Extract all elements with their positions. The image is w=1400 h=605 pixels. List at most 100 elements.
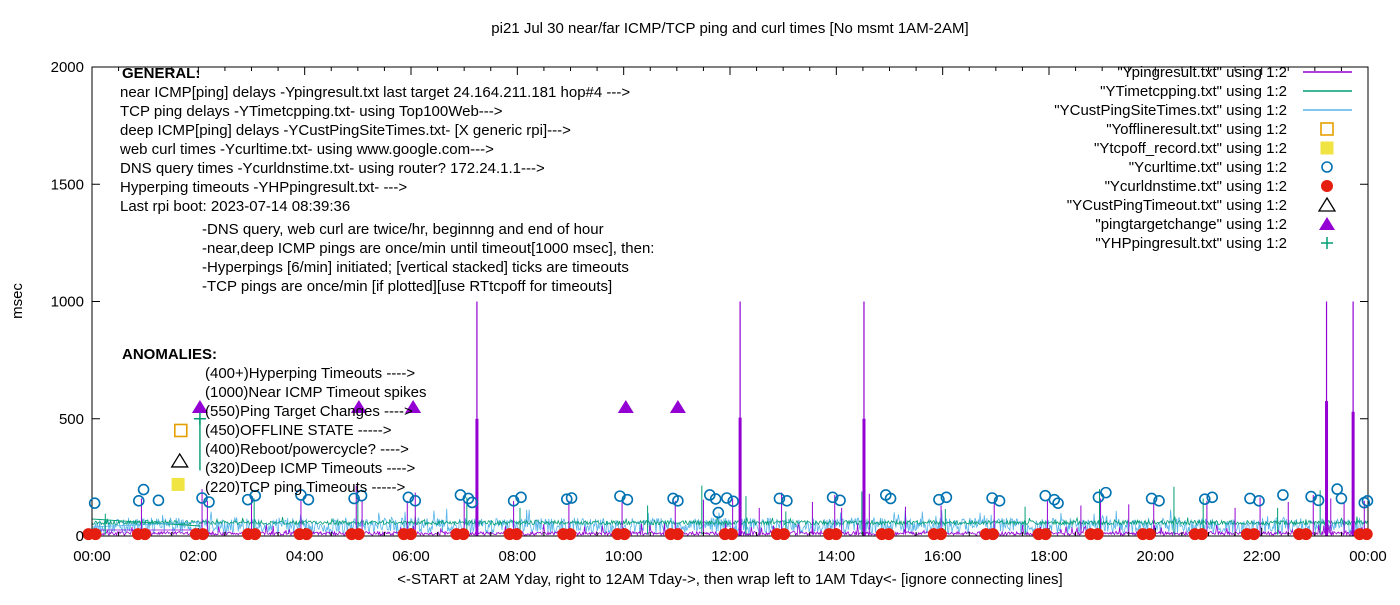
legend-entry-label: "Ycurldnstime.txt" using 1:2	[1105, 178, 1287, 195]
ping-target-triangle-icon	[1319, 217, 1335, 230]
curl-point-icon	[137, 483, 150, 496]
tcpoff-square-icon	[171, 477, 185, 491]
legend-entry-label: "Ytcpoff_record.txt" using 1:2	[1094, 140, 1287, 157]
x-tick-label: 00:00	[1349, 548, 1387, 565]
legend-entry-label: "YCustPingSiteTimes.txt" using 1:2	[1054, 102, 1287, 119]
curl-point-icon	[1253, 495, 1265, 507]
dns-point-icon	[300, 528, 313, 541]
curl-point-icon	[462, 492, 475, 505]
connecting-line	[91, 518, 200, 527]
curl-point-icon	[348, 492, 360, 505]
curl-point-icon	[1145, 492, 1158, 505]
x-tick-label: 06:00	[392, 548, 430, 565]
curl-point-icon	[672, 495, 684, 507]
ping-target-triangle-icon	[350, 400, 367, 414]
general-note-line: DNS query times -Ycurldnstime.txt- using…	[120, 160, 545, 177]
general-note-line: deep ICMP[ping] delays -YCustPingSiteTim…	[120, 122, 571, 139]
general-note-subline: -Hyperpings [6/min] initiated; [vertical…	[202, 259, 629, 276]
curl-point-icon	[1361, 495, 1374, 507]
curl-point-icon	[1206, 491, 1219, 504]
curl-point-icon	[709, 493, 722, 505]
dns-point-icon	[249, 528, 261, 541]
curl-point-icon	[940, 491, 953, 504]
dns-point-icon	[1143, 528, 1156, 541]
dns-point-icon	[404, 528, 417, 541]
curl-point-icon	[703, 489, 716, 501]
curl-point-icon	[1048, 493, 1061, 506]
general-note-line: TCP ping delays -YTimetcpping.txt- using…	[120, 103, 503, 120]
x-tick-label: 14:00	[818, 548, 856, 565]
deep-timeout-triangle-icon	[170, 452, 189, 468]
dns-point-icon	[934, 528, 947, 541]
curl-point-icon	[826, 491, 839, 504]
dns-point-icon	[778, 528, 791, 541]
general-note-line: Last rpi boot: 2023-07-14 08:39:36	[120, 198, 350, 215]
anomaly-note-line: (550)Ping Target Changes ---->	[205, 403, 413, 420]
curl-point-icon	[1331, 483, 1343, 495]
curl-point-icon	[1335, 492, 1348, 505]
curl-point-icon	[249, 489, 262, 502]
curl-point-icon	[933, 493, 945, 506]
ping-target-triangle-icon	[405, 400, 422, 414]
dns-point-icon	[564, 528, 577, 541]
general-note-line: near ICMP[ping] delays -Ypingresult.txt …	[120, 84, 630, 101]
legend-entry-label: "pingtargetchange" using 1:2	[1095, 216, 1287, 233]
deep-timeout-triangle-icon	[1317, 196, 1337, 212]
dns-point-icon	[1248, 528, 1261, 541]
legend-entry-label: "YCustPingTimeout.txt" using 1:2	[1067, 197, 1287, 214]
x-tick-label: 08:00	[499, 548, 537, 565]
curl-point-icon	[1100, 486, 1112, 499]
dns-point-icon	[618, 528, 631, 541]
tcpoff-square-icon	[1320, 141, 1334, 155]
y-tick-label: 2000	[51, 59, 84, 76]
x-tick-label: 04:00	[286, 548, 324, 565]
anomaly-note-line: (1000)Near ICMP Timeout spikes	[205, 384, 426, 401]
curl-point-icon	[773, 492, 786, 505]
dns-point-icon	[882, 528, 895, 541]
dns-point-icon	[1091, 528, 1104, 541]
curl-point-icon	[1277, 489, 1289, 501]
y-tick-label: 1000	[51, 294, 84, 311]
offline-square-icon	[1320, 122, 1334, 136]
curl-point-icon	[712, 506, 725, 519]
curl-point-icon	[884, 492, 897, 505]
x-tick-label: 00:00	[73, 548, 111, 565]
dns-point-icon	[457, 528, 470, 541]
curl-point-icon	[993, 495, 1006, 507]
dns-point-icon	[830, 528, 843, 541]
legend-entry-label: "Ypingresult.txt" using 1:2	[1117, 64, 1287, 81]
curl-point-icon	[834, 494, 846, 507]
y-tick-label: 0	[76, 528, 84, 545]
curl-point-icon	[1321, 161, 1333, 173]
legend-entry-label: "Ycurltime.txt" using 1:2	[1129, 159, 1287, 176]
dns-point-icon	[89, 528, 102, 541]
curl-point-icon	[515, 491, 527, 504]
curl-point-icon	[1153, 495, 1165, 507]
x-tick-label: 16:00	[924, 548, 962, 565]
annotations-layer: GENERAL: ANOMALIES: near ICMP[ping] dela…	[119, 65, 654, 496]
x-tick-label: 12:00	[711, 548, 749, 565]
anomaly-note-line: (400)Reboot/powercycle? ---->	[205, 441, 409, 458]
x-tick-label: 22:00	[1243, 548, 1281, 565]
connecting-line	[91, 521, 200, 528]
curl-point-icon	[727, 495, 739, 508]
curl-point-icon	[560, 493, 573, 505]
curl-point-icon	[986, 492, 998, 504]
anomaly-note-line: (320)Deep ICMP Timeouts ---->	[205, 460, 415, 477]
curl-point-icon	[132, 495, 145, 507]
y-tick-label: 500	[59, 411, 84, 428]
legend-entry-label: "Yofflineresult.txt" using 1:2	[1106, 121, 1287, 138]
dns-point-icon	[1039, 528, 1052, 541]
anomalies-heading: ANOMALIES:	[122, 346, 217, 363]
curl-point-icon	[203, 496, 215, 508]
dns-point-icon	[986, 528, 999, 541]
y-axis-label: msec	[9, 283, 26, 319]
curl-point-icon	[466, 496, 478, 509]
x-tick-label: 18:00	[1030, 548, 1068, 565]
curl-point-icon	[1198, 493, 1211, 505]
ping-target-triangle-icon	[191, 400, 208, 414]
curl-point-icon	[1312, 494, 1325, 507]
x-axis-caption: <-START at 2AM Yday, right to 12AM Tday-…	[397, 571, 1062, 588]
general-note-subline: -TCP pings are once/min [if plotted][use…	[202, 278, 612, 295]
dns-point-icon	[1321, 180, 1333, 192]
